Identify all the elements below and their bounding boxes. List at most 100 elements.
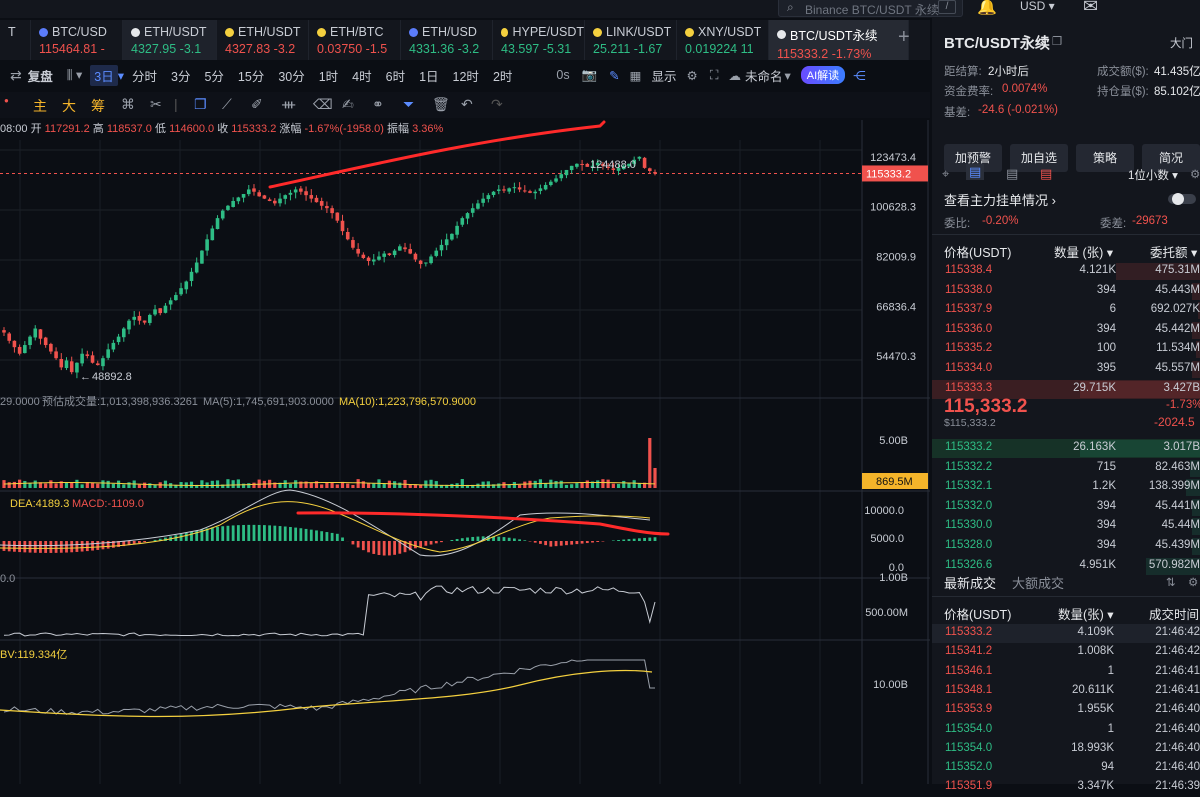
fullscreen-icon[interactable]: ⛶ [710, 68, 719, 83]
interval-2[interactable]: 5分 [204, 66, 223, 85]
gear-icon[interactable]: ⚙ [1188, 575, 1198, 589]
volume-bar [487, 481, 490, 488]
copy-icon[interactable]: ❐ [194, 96, 207, 113]
ruler-icon[interactable]: ⟋ [222, 96, 232, 113]
draw-chip-button[interactable]: 筹 [91, 96, 105, 116]
interval-5[interactable]: 1时 [319, 66, 338, 85]
interval-select[interactable]: 3日 [90, 65, 117, 86]
draw-main-button[interactable]: 主 [33, 96, 47, 116]
book-bid-icon[interactable]: ▤ [1006, 166, 1018, 182]
undo-icon[interactable]: ↶ [461, 96, 473, 113]
camera-icon[interactable]: 📷 [582, 68, 598, 83]
copy-icon[interactable]: ❐ [1052, 34, 1062, 48]
search-input[interactable]: ⌕ Binance BTC/USDT 永续 / [778, 0, 963, 17]
ai-button[interactable]: AI解读 [801, 66, 845, 84]
volume-bar [617, 484, 620, 488]
delete-icon[interactable]: ⌫ [313, 96, 333, 113]
brush-icon[interactable]: ✐ [251, 96, 263, 113]
scissors-icon[interactable]: ✂ [150, 96, 162, 113]
note-icon[interactable]: ✍ [342, 96, 354, 113]
candle-body [320, 201, 324, 206]
tab-latest-trades[interactable]: 最新成交 [944, 573, 996, 592]
volume-bar [247, 483, 250, 488]
interval-1[interactable]: 3分 [171, 66, 190, 85]
fork-icon[interactable]: ᚒ [282, 96, 295, 113]
price-chart[interactable]: 123473.4100628.382009.966836.454470.3115… [0, 120, 930, 784]
mail-icon[interactable]: ✉ [1083, 0, 1098, 17]
candle-body [565, 170, 569, 175]
bell-icon[interactable]: 🔔 [977, 0, 997, 17]
display-button[interactable]: 显示 [651, 66, 676, 85]
interval-10[interactable]: 2时 [493, 66, 512, 85]
interval-9[interactable]: 12时 [453, 66, 479, 85]
book-ask-icon[interactable]: ▤ [1040, 166, 1052, 182]
currency-select[interactable]: USD ▾ [1020, 0, 1055, 13]
filter-icon[interactable]: ⇅ [1166, 575, 1176, 589]
interval-0[interactable]: 分时 [132, 66, 157, 85]
gear-icon[interactable]: ⚙ [686, 68, 697, 83]
tab-large-trades[interactable]: 大额成交 [1012, 573, 1064, 592]
trash-icon[interactable]: 🗑 [432, 96, 450, 113]
macd-bar [430, 541, 433, 545]
pen-icon[interactable]: ✎ [609, 68, 619, 83]
add-tab-icon[interactable]: + [898, 26, 910, 49]
candle-body [33, 329, 37, 338]
macd-bar [44, 541, 47, 553]
interval-8[interactable]: 1日 [419, 66, 438, 85]
macd-bar [575, 541, 578, 544]
candle-body [75, 363, 79, 373]
book-mode-icon[interactable]: ⌖ [942, 166, 949, 182]
book-both-icon[interactable]: ▤ [966, 164, 984, 180]
magnet-icon[interactable]: ⌘ [121, 96, 135, 113]
layout-select[interactable]: 未命名 [745, 66, 783, 85]
replay-button[interactable]: 复盘 [28, 66, 53, 85]
strategy-button[interactable]: 策略 [1076, 144, 1134, 172]
share-icon[interactable]: ⋲ [853, 68, 866, 83]
macd-bar [513, 538, 516, 541]
volume-bar [8, 482, 11, 488]
decimal-select[interactable]: 1位小数 ▾ [1128, 167, 1178, 183]
obv-tick: 10.00B [873, 679, 908, 691]
candle-body [106, 349, 110, 357]
redo-icon[interactable]: ↷ [491, 96, 503, 113]
macd-bar [654, 537, 657, 541]
depth-link[interactable]: 查看主力挂单情况 › [944, 190, 1056, 209]
indicator-icon[interactable]: ▦ [630, 68, 642, 83]
interval-4[interactable]: 30分 [278, 66, 304, 85]
candle-body [122, 329, 126, 338]
candle-body [153, 309, 157, 314]
candle-body [211, 228, 215, 240]
link-icon[interactable]: ⚭ [372, 96, 384, 113]
interval-7[interactable]: 6时 [386, 66, 405, 85]
filter-icon[interactable]: ⏷ [403, 96, 414, 113]
macd-bar [549, 541, 552, 547]
add-watchlist-button[interactable]: 加自选 [1010, 144, 1068, 172]
interval-6[interactable]: 4时 [352, 66, 371, 85]
gear-icon[interactable]: ⚙ [1190, 167, 1200, 181]
tab-0[interactable]: T [0, 20, 31, 60]
interval-3[interactable]: 15分 [238, 66, 264, 85]
draw-big-button[interactable]: 大 [62, 96, 76, 116]
candle-type-icon[interactable]: ⫼ ▾ [67, 67, 83, 83]
